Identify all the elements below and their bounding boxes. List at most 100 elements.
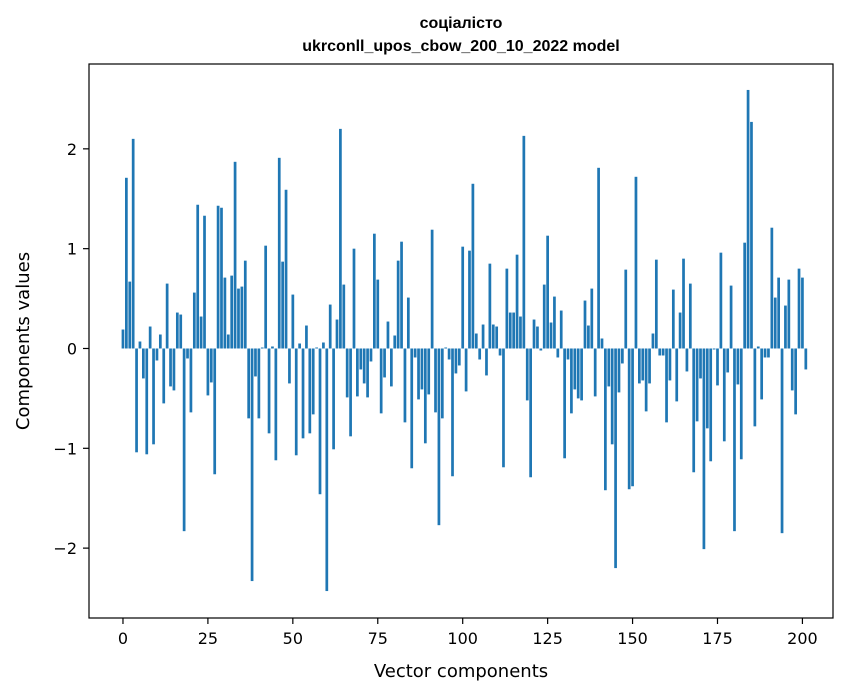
bar-166 <box>685 348 689 372</box>
bar-180 <box>733 348 736 532</box>
bar-60 <box>325 348 329 592</box>
x-axis-ticks: 0 25 50 75 100 125 150 175 200 <box>118 618 818 648</box>
bar-69 <box>356 348 359 397</box>
bar-127 <box>553 296 556 349</box>
bar-168 <box>692 348 696 473</box>
bar-188 <box>760 348 764 400</box>
bar-145 <box>614 348 617 569</box>
bar-109 <box>491 324 495 349</box>
bar-15 <box>172 348 176 391</box>
bar-26 <box>209 348 213 383</box>
bar-159 <box>661 348 665 356</box>
bar-53 <box>301 348 305 439</box>
x-tick-label: 25 <box>198 629 218 648</box>
bar-38 <box>250 348 254 582</box>
bar-156 <box>651 333 655 349</box>
bar-89 <box>423 348 427 444</box>
bar-134 <box>576 348 580 399</box>
bar-170 <box>699 348 702 379</box>
bar-50 <box>291 294 295 349</box>
bar-171 <box>702 348 706 550</box>
bar-47 <box>281 261 284 349</box>
bar-186 <box>753 348 757 427</box>
bar-103 <box>471 183 475 349</box>
bar-152 <box>638 348 641 384</box>
bar-155 <box>648 348 651 384</box>
bar-141 <box>600 338 604 349</box>
bar-20 <box>189 348 193 413</box>
bar-54 <box>305 325 308 349</box>
bar-179 <box>729 285 733 349</box>
bar-119 <box>525 348 529 401</box>
bar-177 <box>722 348 726 442</box>
bar-77 <box>383 348 386 378</box>
bar-94 <box>440 348 444 419</box>
bar-100 <box>461 246 465 349</box>
y-tick-label: 2 <box>67 140 77 159</box>
bar-121 <box>532 319 536 349</box>
bar-113 <box>505 268 509 349</box>
bar-74 <box>373 233 376 349</box>
bar-161 <box>668 348 672 381</box>
bar-14 <box>169 348 172 387</box>
bar-42 <box>264 245 268 349</box>
bar-181 <box>736 348 740 385</box>
bar-164 <box>678 312 682 349</box>
bar-9 <box>152 348 155 445</box>
bar-78 <box>386 321 390 349</box>
bar-56 <box>311 348 315 415</box>
bar-118 <box>522 135 526 349</box>
bar-12 <box>162 348 166 404</box>
bar-191 <box>770 227 774 349</box>
bar-46 <box>277 157 281 349</box>
bar-25 <box>206 348 210 396</box>
bar-3 <box>131 138 135 349</box>
bar-133 <box>573 348 577 390</box>
bar-183 <box>743 242 747 349</box>
bar-187 <box>756 346 760 349</box>
bar-44 <box>271 346 274 349</box>
y-tick-label: −1 <box>53 439 77 458</box>
bar-93 <box>437 348 441 526</box>
bar-82 <box>400 241 403 349</box>
bar-48 <box>284 189 288 349</box>
bar-176 <box>719 252 723 349</box>
bar-65 <box>342 284 346 349</box>
bar-62 <box>332 348 335 450</box>
bar-120 <box>529 348 532 478</box>
bar-172 <box>705 348 709 429</box>
bar-1 <box>125 177 128 349</box>
bar-111 <box>498 348 502 356</box>
x-tick-label: 75 <box>368 629 388 648</box>
bar-143 <box>607 348 611 387</box>
bar-101 <box>464 348 468 392</box>
bar-40 <box>257 348 261 419</box>
bar-131 <box>566 348 570 360</box>
bar-88 <box>420 348 424 390</box>
bar-148 <box>624 269 628 349</box>
bar-22 <box>196 204 200 349</box>
bar-146 <box>617 348 621 393</box>
bar-114 <box>508 312 512 349</box>
bar-91 <box>430 229 434 349</box>
bar-199 <box>797 268 801 349</box>
bar-106 <box>481 324 485 349</box>
bar-79 <box>390 348 393 387</box>
bar-117 <box>519 316 522 349</box>
x-tick-label: 0 <box>118 629 128 648</box>
bar-126 <box>549 322 553 349</box>
bar-30 <box>223 277 227 349</box>
bar-99 <box>457 348 461 366</box>
bar-122 <box>536 326 539 349</box>
bar-71 <box>362 348 366 384</box>
bar-173 <box>709 348 713 462</box>
bar-151 <box>634 176 638 349</box>
bar-70 <box>359 348 363 370</box>
bar-73 <box>369 348 373 362</box>
bar-194 <box>780 348 784 534</box>
bar-200 <box>801 277 804 349</box>
bar-175 <box>716 348 719 386</box>
bar-162 <box>671 289 675 349</box>
bar-68 <box>352 248 356 349</box>
bar-21 <box>192 292 196 349</box>
